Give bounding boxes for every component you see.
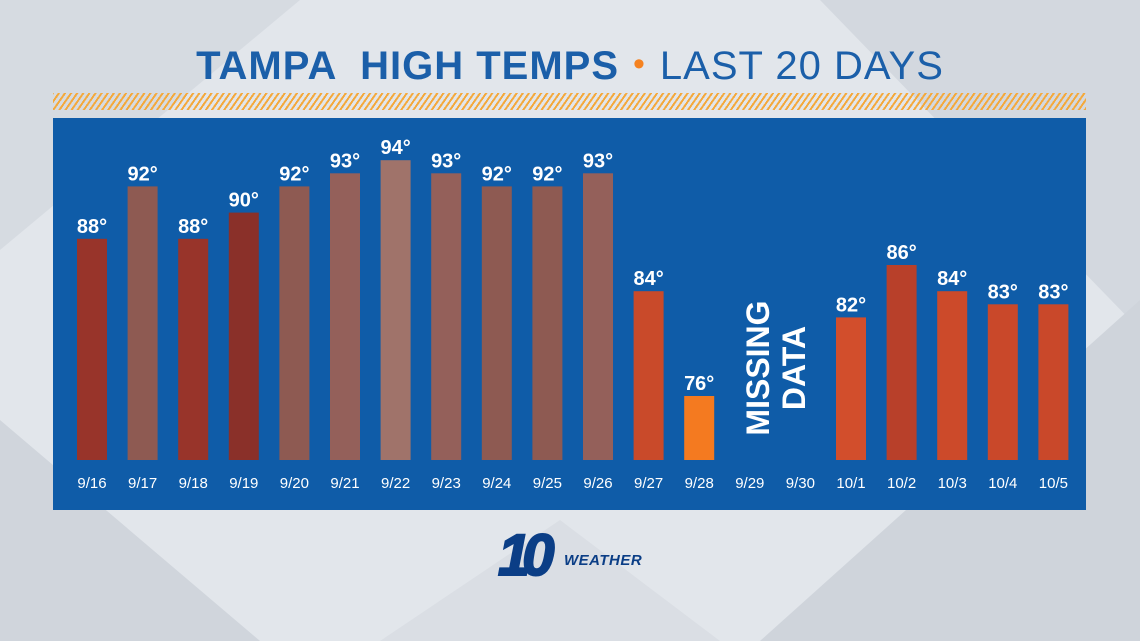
x-tick-label-9-18: 9/18 xyxy=(179,475,208,492)
logo-number: 10 xyxy=(497,523,555,588)
bar-10-3 xyxy=(937,291,968,460)
bar-9-19 xyxy=(228,212,259,460)
logo-wordmark: WEATHER xyxy=(564,552,643,569)
x-tick-label-9-21: 9/21 xyxy=(330,475,359,492)
value-label-9-23: 93° xyxy=(431,150,461,172)
value-label-10-1: 82° xyxy=(836,294,866,316)
bar-10-4 xyxy=(987,304,1018,460)
x-tick-label-9-28: 9/28 xyxy=(685,475,714,492)
x-tick-label-9-17: 9/17 xyxy=(128,475,157,492)
x-tick-label-9-22: 9/22 xyxy=(381,475,410,492)
x-tick-label-10-4: 10/4 xyxy=(988,475,1017,492)
bar-10-1 xyxy=(836,317,866,460)
bar-9-26 xyxy=(583,173,613,461)
bar-chart: 88° 9/16 92° 9/17 88° 9/18 90° 9/19 92° 9/20 93° 9/… xyxy=(77,137,1069,492)
value-label-9-17: 92° xyxy=(127,163,157,185)
x-tick-label-9-19: 9/19 xyxy=(229,475,258,492)
bar-9-27 xyxy=(633,291,664,460)
bar-9-18 xyxy=(178,238,209,460)
x-tick-label-9-29: 9/29 xyxy=(735,475,764,492)
x-tick-label-9-20: 9/20 xyxy=(280,475,309,492)
value-label-9-21: 93° xyxy=(330,150,360,172)
bar-9-17 xyxy=(127,186,158,460)
value-label-10-2: 86° xyxy=(886,242,916,264)
bar-9-21 xyxy=(330,173,360,461)
bar-10-5 xyxy=(1038,304,1069,460)
value-label-9-16: 88° xyxy=(77,216,107,238)
x-tick-label-10-1: 10/1 xyxy=(836,475,865,492)
x-tick-label-10-3: 10/3 xyxy=(938,475,967,492)
value-label-9-18: 88° xyxy=(178,216,208,238)
value-label-9-20: 92° xyxy=(279,163,309,185)
bar-9-16 xyxy=(77,238,107,460)
title-separator: • xyxy=(633,45,646,83)
value-label-9-22: 94° xyxy=(380,137,410,159)
bar-10-2 xyxy=(886,265,917,460)
x-tick-label-9-23: 9/23 xyxy=(432,475,461,492)
x-tick-label-10-2: 10/2 xyxy=(887,475,916,492)
value-label-10-5: 83° xyxy=(1038,281,1068,303)
missing-data-line-2: DATA xyxy=(776,326,812,410)
x-tick-label-9-16: 9/16 xyxy=(77,475,106,492)
value-label-9-25: 92° xyxy=(532,163,562,185)
value-label-10-4: 83° xyxy=(988,281,1018,303)
page-title: TAMPA HIGH TEMPS • LAST 20 DAYS xyxy=(0,44,1140,89)
value-label-9-24: 92° xyxy=(482,163,512,185)
bar-9-25 xyxy=(532,186,563,460)
title-period: LAST 20 DAYS xyxy=(659,44,944,88)
bar-9-28 xyxy=(684,396,715,460)
title-location: TAMPA HIGH TEMPS xyxy=(196,44,619,88)
value-label-9-28: 76° xyxy=(684,373,714,395)
bar-9-24 xyxy=(481,186,512,460)
x-tick-label-9-25: 9/25 xyxy=(533,475,562,492)
bar-9-23 xyxy=(431,173,462,461)
bar-9-20 xyxy=(279,186,310,460)
value-label-9-27: 84° xyxy=(633,268,663,290)
value-label-10-3: 84° xyxy=(937,268,967,290)
bar-9-22 xyxy=(380,160,411,460)
x-tick-label-10-5: 10/5 xyxy=(1039,475,1068,492)
missing-data-annotation: MISSING DATA xyxy=(740,300,812,435)
x-tick-label-9-24: 9/24 xyxy=(482,475,511,492)
value-label-9-19: 90° xyxy=(229,190,259,212)
x-tick-label-9-27: 9/27 xyxy=(634,475,663,492)
missing-data-line-1: MISSING xyxy=(740,300,776,435)
chart-panel: 88° 9/16 92° 9/17 88° 9/18 90° 9/19 92° 9/20 93° 9/… xyxy=(53,118,1086,510)
value-label-9-26: 93° xyxy=(583,150,613,172)
x-tick-label-9-30: 9/30 xyxy=(786,475,815,492)
decorative-hatch-band xyxy=(53,93,1086,110)
x-tick-label-9-26: 9/26 xyxy=(583,475,612,492)
